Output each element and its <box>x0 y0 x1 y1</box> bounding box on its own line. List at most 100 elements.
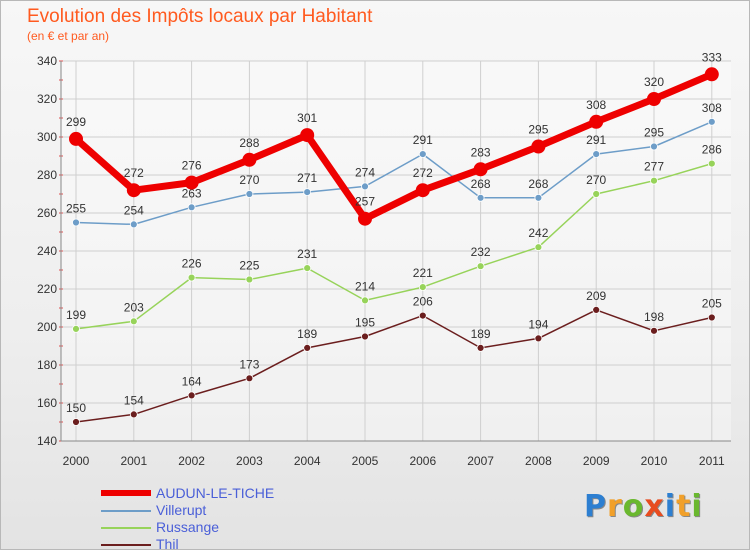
data-point <box>473 162 488 177</box>
legend-label-audun: AUDUN-LE-TICHE <box>156 485 275 501</box>
data-label: 232 <box>471 245 491 259</box>
data-point <box>245 275 254 284</box>
data-label: 209 <box>586 289 606 303</box>
data-point <box>415 183 430 198</box>
y-tick-label: 300 <box>37 130 57 144</box>
data-label: 268 <box>528 177 548 191</box>
data-label: 272 <box>124 166 144 180</box>
legend-label-russange: Russange <box>156 519 220 535</box>
data-point <box>242 152 257 167</box>
data-label: 308 <box>702 101 722 115</box>
data-label: 263 <box>182 186 202 200</box>
data-point <box>418 311 427 320</box>
logo-letter: t <box>676 489 692 524</box>
x-tick-label: 2008 <box>525 454 552 468</box>
legend-swatch-audun <box>101 490 151 496</box>
logo-letter: i <box>691 489 703 524</box>
data-label: 173 <box>239 357 259 371</box>
data-label: 199 <box>66 308 86 322</box>
x-tick-label: 2007 <box>467 454 494 468</box>
data-point <box>72 218 80 227</box>
series-line <box>72 70 716 223</box>
data-label: 255 <box>66 202 86 216</box>
x-tick-label: 2002 <box>178 454 205 468</box>
x-tick-label: 2001 <box>120 454 147 468</box>
logo-letter: P <box>584 489 607 524</box>
legend-label-thil: Thil <box>156 536 179 552</box>
data-label: 301 <box>297 111 317 125</box>
legend-swatch-thil <box>101 544 151 546</box>
data-label: 295 <box>528 123 548 137</box>
data-point <box>418 283 427 292</box>
chart-subtitle: (en € et par an) <box>27 29 110 43</box>
data-point <box>647 92 661 106</box>
data-point <box>476 262 485 271</box>
y-tick-label: 260 <box>37 206 57 220</box>
data-label: 203 <box>124 300 144 314</box>
data-point <box>187 391 196 400</box>
data-label: 214 <box>355 279 375 293</box>
data-label: 320 <box>644 75 664 89</box>
x-tick-label: 2000 <box>63 454 90 468</box>
data-point <box>72 418 80 426</box>
x-tick-label: 2006 <box>409 454 436 468</box>
y-tick-label: 320 <box>37 92 57 106</box>
data-point <box>704 67 719 82</box>
logo-letter: x <box>644 489 665 524</box>
data-point <box>531 139 546 154</box>
data-point <box>589 114 604 129</box>
data-label: 291 <box>586 133 606 147</box>
data-label: 226 <box>182 257 202 271</box>
logo-letter: o <box>622 489 645 524</box>
data-point <box>592 190 601 198</box>
data-label: 254 <box>124 203 144 217</box>
data-label: 283 <box>471 145 491 159</box>
data-label: 271 <box>297 171 317 185</box>
data-label: 150 <box>66 401 86 415</box>
data-label: 276 <box>182 159 202 173</box>
series-line <box>75 162 713 330</box>
data-label: 231 <box>297 247 317 261</box>
data-label: 154 <box>124 393 144 407</box>
data-point <box>534 334 543 343</box>
data-point <box>476 193 485 202</box>
data-point <box>361 296 369 305</box>
data-label: 257 <box>355 195 375 209</box>
data-point <box>707 117 716 126</box>
data-label: 189 <box>471 327 491 341</box>
y-tick-label: 140 <box>37 434 57 448</box>
data-point <box>303 188 312 197</box>
x-tick-label: 2009 <box>583 454 610 468</box>
x-tick-label: 2004 <box>294 454 321 468</box>
logo-letter: r <box>607 489 623 524</box>
data-point <box>300 128 315 143</box>
legend-swatch-russange <box>101 527 151 529</box>
data-point <box>303 343 312 352</box>
data-label: 164 <box>182 374 202 388</box>
data-point <box>245 374 254 383</box>
data-point <box>126 183 141 198</box>
data-point <box>361 182 369 191</box>
data-point <box>358 211 372 226</box>
data-point <box>129 317 138 326</box>
data-point <box>650 142 658 151</box>
y-tick-label: 160 <box>37 396 57 410</box>
data-point <box>592 305 601 314</box>
data-label: 205 <box>702 297 722 311</box>
data-point <box>187 273 196 282</box>
series-line <box>75 309 713 423</box>
data-point <box>534 193 543 202</box>
y-tick-label: 280 <box>37 168 57 182</box>
y-tick-label: 240 <box>37 244 57 258</box>
data-point <box>650 176 658 185</box>
proxiti-logo: Proxiti <box>584 489 703 524</box>
data-point <box>303 264 312 273</box>
data-label: 333 <box>702 50 722 64</box>
data-point <box>707 313 716 322</box>
data-point <box>534 243 543 252</box>
logo-letter: i <box>664 489 677 524</box>
y-tick-label: 220 <box>37 282 57 296</box>
series-line <box>75 121 713 226</box>
legend-label-villerupt: Villerupt <box>156 502 207 518</box>
